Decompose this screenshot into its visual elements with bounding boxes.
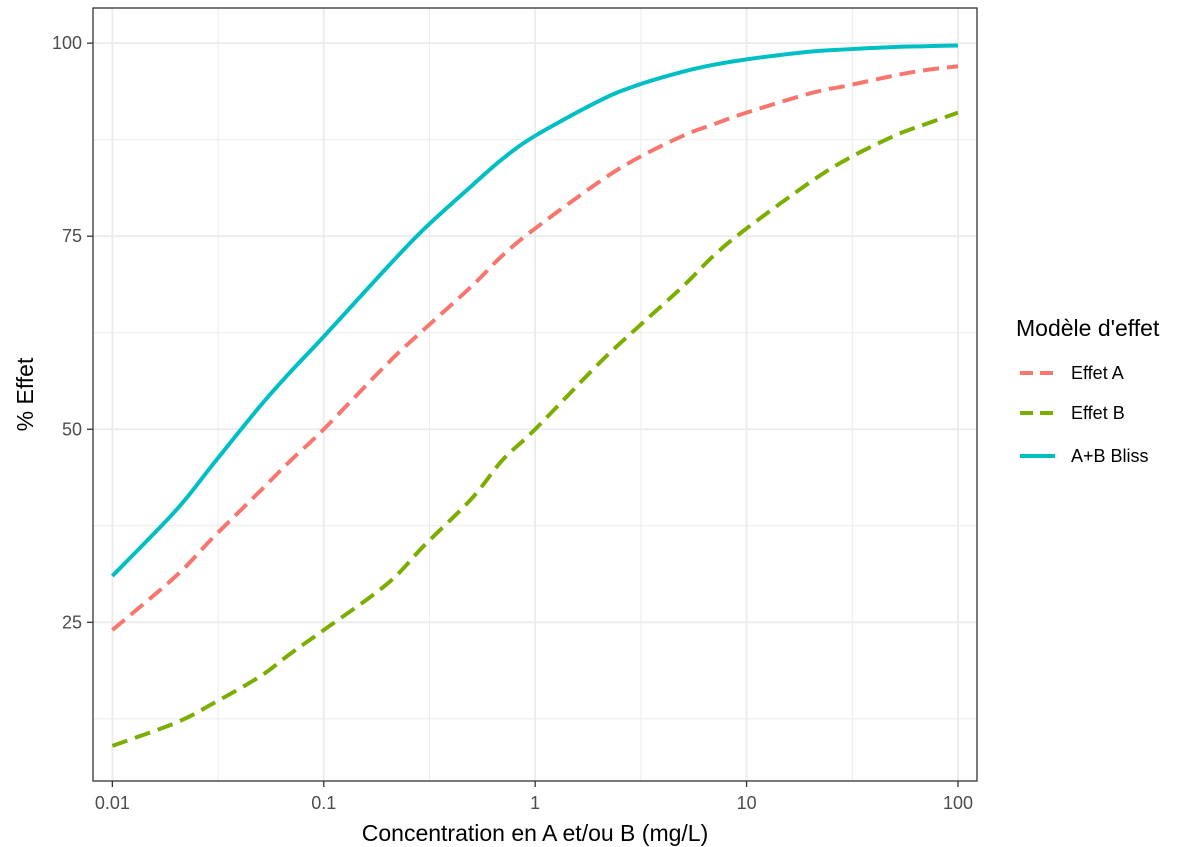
y-tick-label: 75 — [62, 226, 82, 246]
axis-ticks: 0.01 0.1 1 10 100 25 50 75 100 — [52, 33, 973, 813]
legend: Modèle d'effet Effet A Effet B A+B Bliss — [1016, 315, 1160, 466]
series-line-1 — [111, 64, 959, 632]
series-lines — [110, 43, 959, 748]
y-tick-label: 50 — [62, 419, 82, 439]
legend-label-3: A+B Bliss — [1071, 446, 1149, 466]
legend-title: Modèle d'effet — [1016, 315, 1160, 341]
x-tick-label: 0.1 — [311, 793, 336, 813]
y-tick-label: 100 — [52, 33, 82, 53]
x-tick-label: 1 — [530, 793, 540, 813]
x-tick-label: 0.01 — [95, 793, 130, 813]
legend-label-1: Effet A — [1071, 363, 1124, 383]
series-line-3 — [110, 43, 959, 578]
x-tick-label: 100 — [943, 793, 973, 813]
y-axis-title: % Effet — [12, 357, 38, 431]
x-tick-label: 10 — [737, 793, 757, 813]
x-axis-title: Concentration en A et/ou B (mg/L) — [362, 820, 708, 846]
y-tick-label: 25 — [62, 612, 82, 632]
legend-label-2: Effet B — [1071, 403, 1125, 423]
series-line-2 — [111, 110, 959, 748]
